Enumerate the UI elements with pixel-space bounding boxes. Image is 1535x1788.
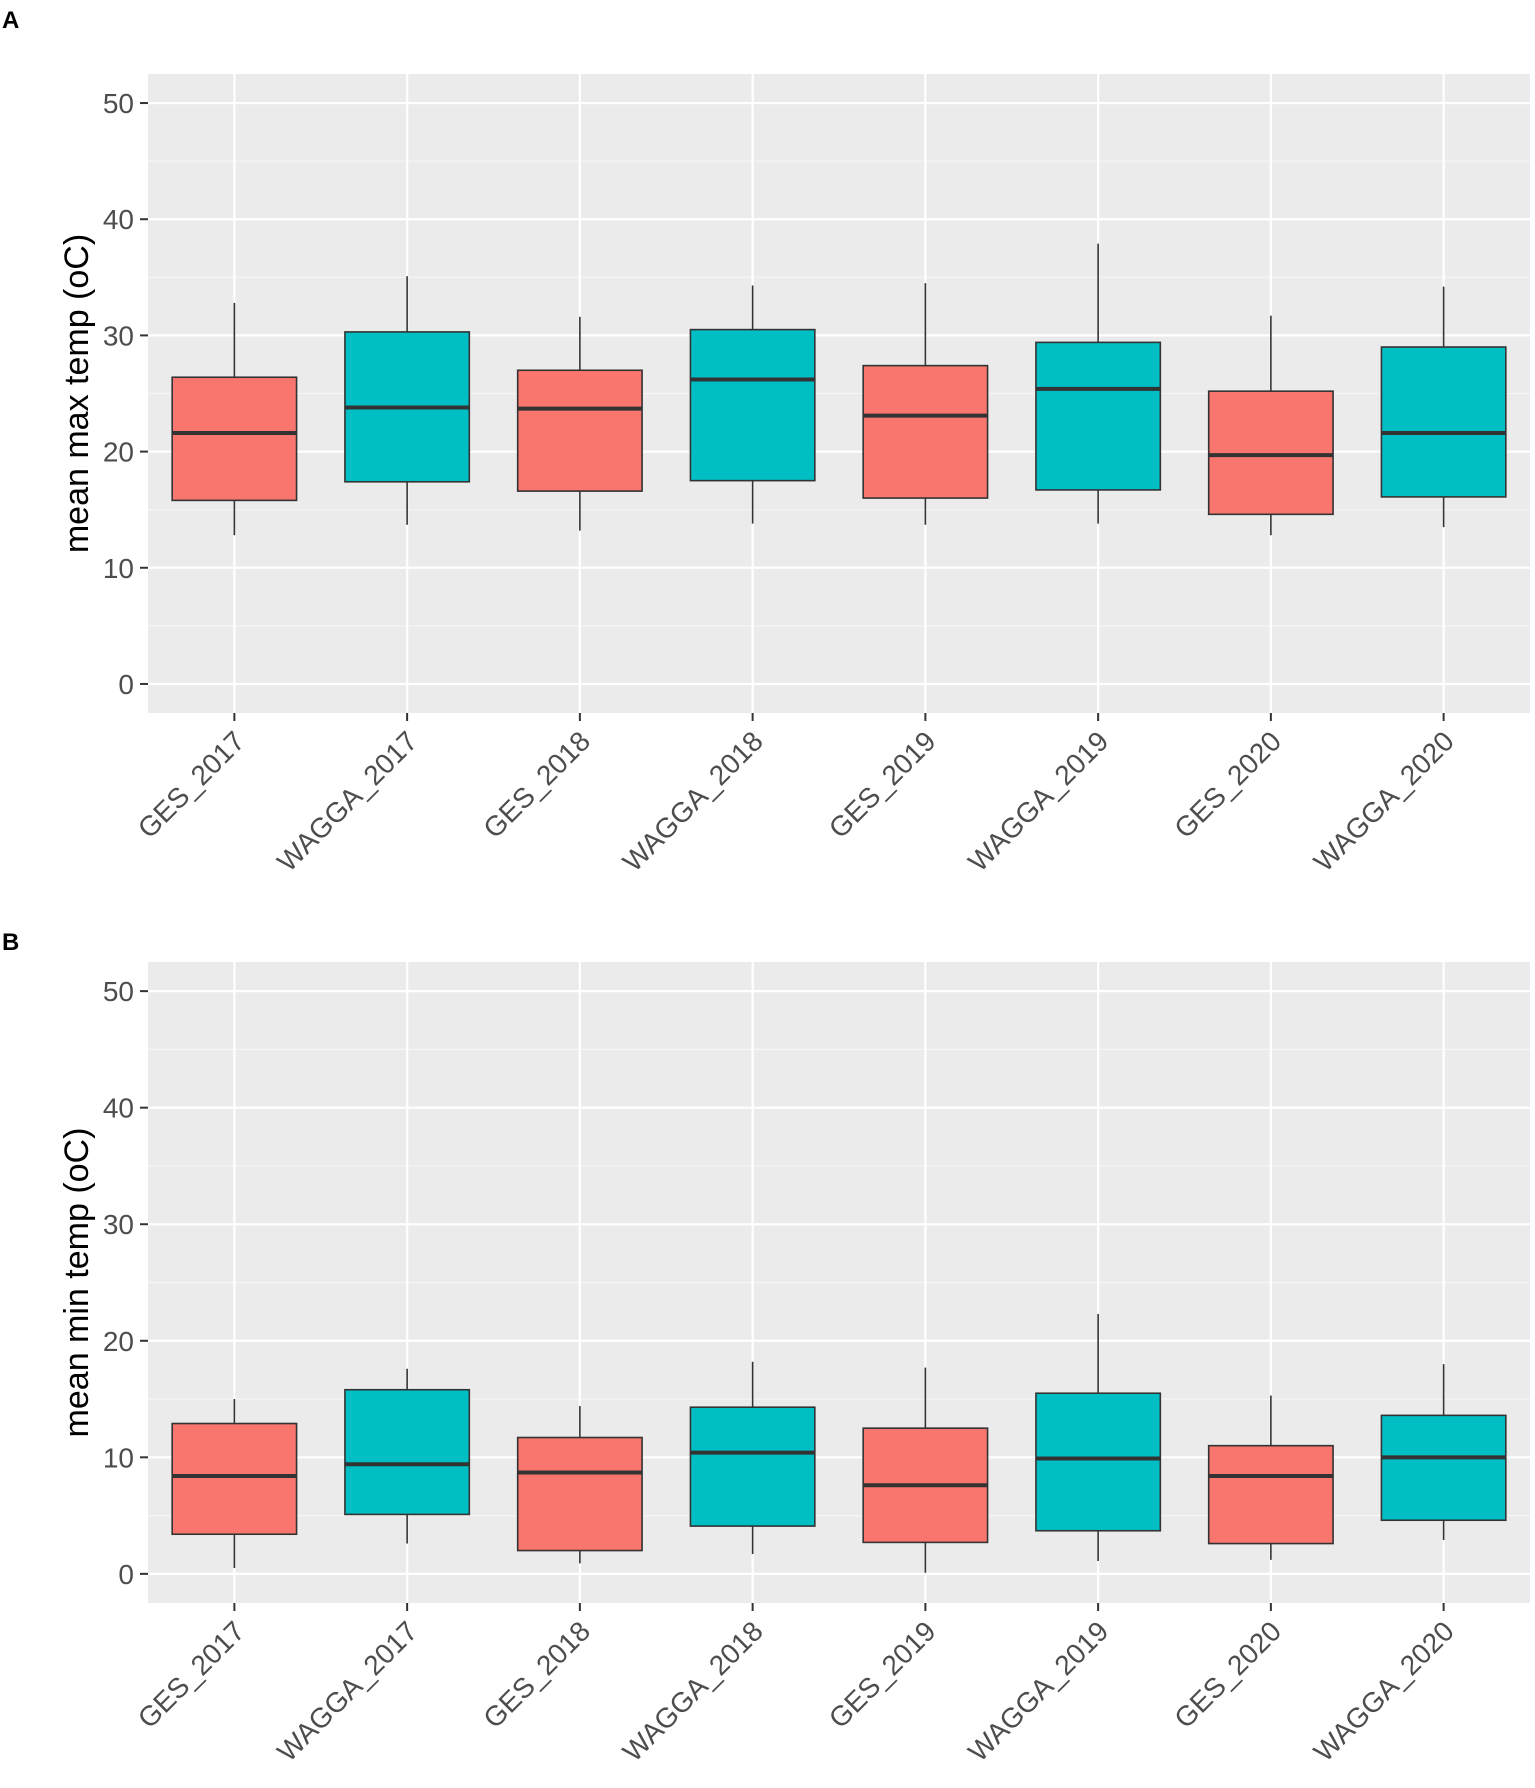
box-WAGGA_2020 bbox=[1380, 286, 1507, 528]
box-GES_2017 bbox=[171, 302, 298, 536]
x-tick-label: GES_2018 bbox=[477, 725, 596, 844]
x-tick-label: WAGGA_2019 bbox=[962, 725, 1114, 877]
box-GES_2019 bbox=[862, 283, 989, 525]
box-GES_2019 bbox=[862, 1367, 989, 1573]
x-tick-label: GES_2019 bbox=[823, 725, 942, 844]
y-axis-label: mean min temp (oC) bbox=[58, 1128, 96, 1438]
x-tick-label: WAGGA_2017 bbox=[271, 725, 423, 877]
box-WAGGA_2017 bbox=[344, 276, 471, 525]
box-iqr bbox=[171, 376, 298, 502]
box-iqr bbox=[1035, 1392, 1162, 1532]
y-tick-label: 40 bbox=[103, 204, 134, 235]
box-WAGGA_2018 bbox=[689, 285, 816, 524]
box-GES_2018 bbox=[516, 316, 643, 531]
x-tick-label: GES_2020 bbox=[1168, 725, 1287, 844]
x-tick-label: WAGGA_2019 bbox=[962, 1615, 1114, 1767]
x-tick-label: GES_2020 bbox=[1168, 1615, 1287, 1734]
box-iqr bbox=[516, 369, 643, 492]
x-tick-label: WAGGA_2017 bbox=[271, 1615, 423, 1767]
y-tick-label: 10 bbox=[103, 1442, 134, 1473]
panel-a-letter: A bbox=[2, 7, 19, 34]
box-iqr bbox=[516, 1436, 643, 1552]
box-iqr bbox=[1035, 341, 1162, 491]
box-iqr bbox=[862, 364, 989, 499]
y-tick-label: 20 bbox=[103, 437, 134, 468]
box-iqr bbox=[1380, 346, 1507, 498]
box-WAGGA_2019 bbox=[1035, 243, 1162, 524]
box-iqr bbox=[1207, 1444, 1334, 1545]
y-tick-label: 0 bbox=[118, 669, 134, 700]
panel-b-letter: B bbox=[2, 929, 19, 956]
y-tick-label: 20 bbox=[103, 1326, 134, 1357]
box-GES_2020 bbox=[1207, 1395, 1334, 1560]
box-iqr bbox=[344, 1388, 471, 1516]
y-tick-label: 10 bbox=[103, 553, 134, 584]
y-tick-label: 50 bbox=[103, 976, 134, 1007]
x-tick-label: WAGGA_2018 bbox=[617, 1615, 769, 1767]
box-WAGGA_2020 bbox=[1380, 1364, 1507, 1541]
box-iqr bbox=[689, 1406, 816, 1527]
y-tick-label: 0 bbox=[118, 1559, 134, 1590]
box-iqr bbox=[689, 328, 816, 482]
box-WAGGA_2019 bbox=[1035, 1313, 1162, 1562]
x-tick-label: WAGGA_2020 bbox=[1308, 1615, 1460, 1767]
box-iqr bbox=[1207, 390, 1334, 516]
y-tick-label: 50 bbox=[103, 88, 134, 119]
y-axis-label: mean max temp (oC) bbox=[58, 234, 96, 553]
box-GES_2017 bbox=[171, 1399, 298, 1569]
y-tick-label: 30 bbox=[103, 320, 134, 351]
x-tick-label: GES_2019 bbox=[823, 1615, 942, 1734]
x-tick-label: GES_2017 bbox=[132, 1615, 251, 1734]
box-iqr bbox=[171, 1422, 298, 1536]
y-tick-label: 30 bbox=[103, 1209, 134, 1240]
box-WAGGA_2017 bbox=[344, 1368, 471, 1544]
x-tick-label: WAGGA_2020 bbox=[1308, 725, 1460, 877]
x-tick-label: GES_2018 bbox=[477, 1615, 596, 1734]
x-tick-label: WAGGA_2018 bbox=[617, 725, 769, 877]
box-iqr bbox=[1380, 1414, 1507, 1522]
box-GES_2020 bbox=[1207, 315, 1334, 536]
box-WAGGA_2018 bbox=[689, 1361, 816, 1555]
box-GES_2018 bbox=[516, 1406, 643, 1564]
x-tick-label: GES_2017 bbox=[132, 725, 251, 844]
y-tick-label: 40 bbox=[103, 1093, 134, 1124]
